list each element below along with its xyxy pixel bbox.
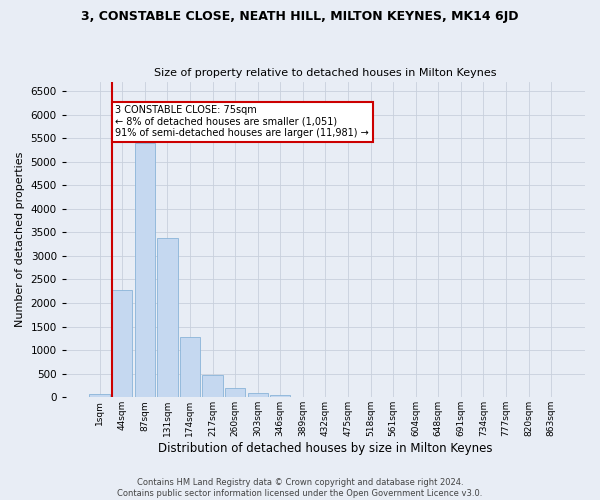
Bar <box>112 290 133 398</box>
Text: Contains HM Land Registry data © Crown copyright and database right 2024.
Contai: Contains HM Land Registry data © Crown c… <box>118 478 482 498</box>
Text: 3, CONSTABLE CLOSE, NEATH HILL, MILTON KEYNES, MK14 6JD: 3, CONSTABLE CLOSE, NEATH HILL, MILTON K… <box>81 10 519 23</box>
Bar <box>225 388 245 398</box>
Bar <box>157 238 178 398</box>
Bar <box>134 143 155 398</box>
Bar <box>248 393 268 398</box>
Y-axis label: Number of detached properties: Number of detached properties <box>15 152 25 327</box>
Text: 3 CONSTABLE CLOSE: 75sqm
← 8% of detached houses are smaller (1,051)
91% of semi: 3 CONSTABLE CLOSE: 75sqm ← 8% of detache… <box>115 105 369 138</box>
Bar <box>202 374 223 398</box>
Bar <box>180 336 200 398</box>
Bar <box>270 394 290 398</box>
Title: Size of property relative to detached houses in Milton Keynes: Size of property relative to detached ho… <box>154 68 497 78</box>
Bar <box>89 394 110 398</box>
X-axis label: Distribution of detached houses by size in Milton Keynes: Distribution of detached houses by size … <box>158 442 493 455</box>
